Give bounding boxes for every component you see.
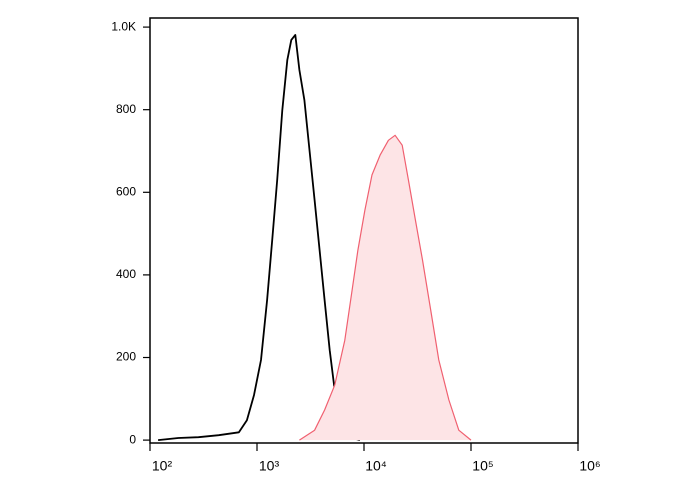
x-tick-label: 10⁶ <box>579 458 600 474</box>
x-tick-label: 10⁴ <box>365 458 387 474</box>
y-tick-label: 200 <box>116 350 136 364</box>
y-tick-label: 400 <box>116 267 136 281</box>
x-tick-label: 10³ <box>259 458 280 474</box>
histogram-area <box>299 135 471 441</box>
histogram-line <box>158 34 361 441</box>
y-tick-label: 800 <box>116 102 136 116</box>
y-tick-label: 1.0K <box>111 19 136 33</box>
y-tick-label: 0 <box>129 432 136 446</box>
y-tick-label: 600 <box>116 184 136 198</box>
histogram-line <box>299 134 472 441</box>
x-tick-label: 10² <box>152 458 173 474</box>
x-tick-label: 10⁵ <box>472 458 493 474</box>
